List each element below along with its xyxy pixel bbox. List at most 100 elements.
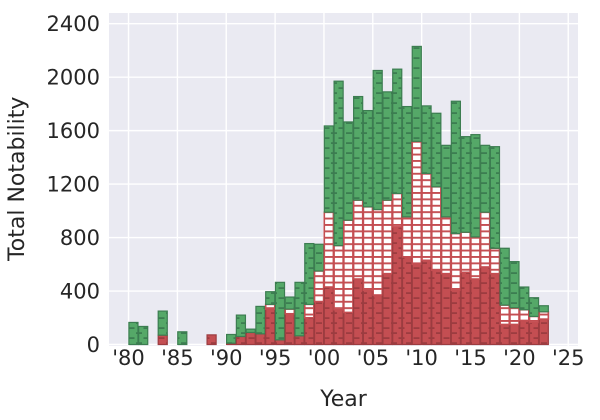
bar-segment-green-top bbox=[284, 296, 295, 310]
bar-segment-red-solid-bottom bbox=[255, 333, 266, 346]
bar-segment-white-hatched-middle bbox=[518, 308, 530, 322]
bar-segment-green-top bbox=[343, 121, 354, 221]
bar-segment-white-hatched-middle bbox=[401, 216, 413, 258]
x-tick-label: '20 bbox=[503, 346, 536, 370]
bar-segment-white-hatched-middle bbox=[460, 231, 471, 274]
bar-segment-red-solid-bottom bbox=[274, 339, 286, 346]
bar-segment-white-hatched-middle bbox=[499, 304, 511, 326]
bar-segment-green-top bbox=[304, 242, 315, 305]
bar-segment-green-top bbox=[245, 328, 256, 334]
bar-segment-white-hatched-middle bbox=[411, 140, 423, 266]
bar-segment-green-top bbox=[138, 325, 149, 346]
bar-segment-green-top bbox=[313, 243, 325, 272]
bar-segment-green-top bbox=[431, 112, 442, 188]
bar-segment-red-solid-bottom bbox=[401, 256, 413, 346]
bar-segment-green-top bbox=[382, 91, 393, 201]
bar-segment-red-solid-bottom bbox=[470, 278, 481, 346]
bar-segment-green-top bbox=[450, 100, 461, 235]
bar-segment-red-solid-bottom bbox=[265, 308, 276, 346]
bar-segment-red-solid-bottom bbox=[304, 317, 315, 346]
y-tick-label: 0 bbox=[87, 333, 100, 357]
bar-segment-green-top bbox=[489, 146, 501, 249]
bar-segment-white-hatched-middle bbox=[372, 208, 384, 296]
bar-segment-green-top bbox=[499, 247, 510, 306]
bar-segment-white-hatched-middle bbox=[489, 247, 501, 275]
bar-segment-white-hatched-middle bbox=[343, 219, 354, 314]
bar-segment-red-solid-bottom bbox=[294, 335, 305, 346]
bar-segment-green-top bbox=[333, 80, 344, 247]
bar-segment-green-top bbox=[353, 95, 364, 201]
bar-segment-red-solid-bottom bbox=[489, 273, 501, 346]
y-tick-label: 1200 bbox=[47, 172, 100, 196]
bar-segment-white-hatched-middle bbox=[264, 303, 276, 310]
bar-segment-red-solid-bottom bbox=[411, 263, 422, 346]
bar-segment-red-solid-bottom bbox=[353, 278, 364, 346]
bar-segment-red-solid-bottom bbox=[284, 313, 295, 346]
x-tick-label: '90 bbox=[210, 346, 243, 370]
bar-segment-green-top bbox=[480, 144, 491, 213]
bar-segment-green-top bbox=[460, 136, 471, 233]
bar-segment-red-solid-bottom bbox=[372, 294, 383, 346]
bar-segment-green-top bbox=[274, 281, 286, 341]
bar-segment-white-hatched-middle bbox=[352, 199, 364, 280]
bar-segment-green-top bbox=[128, 321, 139, 346]
x-tick-label: '85 bbox=[161, 346, 194, 370]
x-tick-label: '10 bbox=[405, 346, 438, 370]
bar-segment-white-hatched-middle bbox=[313, 270, 325, 303]
bar-segment-green-top bbox=[235, 314, 247, 338]
y-axis-label: Total Notability bbox=[5, 97, 30, 262]
bar-segment-green-top bbox=[440, 144, 452, 218]
y-tick-label: 400 bbox=[60, 279, 100, 303]
bar-segment-red-solid-bottom bbox=[245, 331, 256, 346]
bar-segment-green-top bbox=[509, 261, 520, 309]
bar-segment-green-top bbox=[226, 333, 237, 344]
bar-segment-green-top bbox=[157, 310, 168, 336]
x-axis-label: Year bbox=[319, 387, 368, 412]
bar-segment-red-solid-bottom bbox=[343, 311, 354, 346]
bar-segment-white-hatched-middle bbox=[362, 206, 374, 292]
bar-segment-green-top bbox=[470, 134, 481, 238]
bar-segment-white-hatched-middle bbox=[450, 232, 462, 292]
bar-segment-red-solid-bottom bbox=[206, 334, 217, 346]
bar-segment-white-hatched-middle bbox=[303, 303, 315, 319]
y-tick-label: 800 bbox=[60, 226, 100, 250]
bar-segment-red-solid-bottom bbox=[313, 301, 325, 346]
bar-segment-green-top bbox=[362, 109, 374, 208]
bar-segment-green-top bbox=[519, 286, 530, 311]
bar-segment-red-solid-bottom bbox=[519, 319, 530, 346]
bar-segment-red-solid-bottom bbox=[509, 323, 520, 346]
x-tick-label: '25 bbox=[552, 346, 585, 370]
bar-segment-green-top bbox=[323, 125, 334, 213]
bar-segment-red-solid-bottom bbox=[362, 289, 374, 346]
bar-segment-red-solid-bottom bbox=[528, 321, 540, 346]
bar-segment-red-solid-bottom bbox=[333, 309, 344, 346]
y-tick-labels: 0 400 800 1200 1600 2000 2400 bbox=[47, 12, 100, 357]
bar-segment-white-hatched-middle bbox=[440, 216, 452, 275]
bar-segment-white-hatched-middle bbox=[509, 306, 520, 326]
bar-segment-green-top bbox=[265, 291, 276, 305]
bar-segment-green-top bbox=[528, 297, 540, 318]
bar-segment-white-hatched-middle bbox=[528, 315, 540, 324]
bar-segment-red-solid-bottom bbox=[421, 259, 432, 346]
bar-segment-green-top bbox=[421, 105, 432, 175]
bar-segment-green-top bbox=[255, 305, 266, 335]
bar-segment-red-solid-bottom bbox=[480, 266, 491, 346]
bar-segment-green-top bbox=[372, 69, 383, 211]
bar-segment-white-hatched-middle bbox=[323, 211, 335, 288]
bar-segment-red-solid-bottom bbox=[382, 273, 393, 346]
bar-segment-red-solid-bottom bbox=[538, 318, 549, 346]
bar-segment-red-solid-bottom bbox=[499, 323, 510, 346]
x-tick-label: '15 bbox=[454, 346, 487, 370]
bar-segment-white-hatched-middle bbox=[430, 185, 442, 272]
bar-segment-red-solid-bottom bbox=[440, 273, 452, 346]
bar-segment-red-solid-bottom bbox=[431, 269, 442, 346]
y-tick-label: 2000 bbox=[47, 66, 100, 90]
x-tick-label: '80 bbox=[112, 346, 145, 370]
bar-segment-red-solid-bottom bbox=[460, 271, 471, 346]
bar-segment-white-hatched-middle bbox=[391, 192, 403, 228]
bar-segment-green-top bbox=[294, 281, 305, 337]
bar-segment-red-solid-bottom bbox=[392, 226, 403, 346]
x-tick-label: '05 bbox=[357, 346, 390, 370]
